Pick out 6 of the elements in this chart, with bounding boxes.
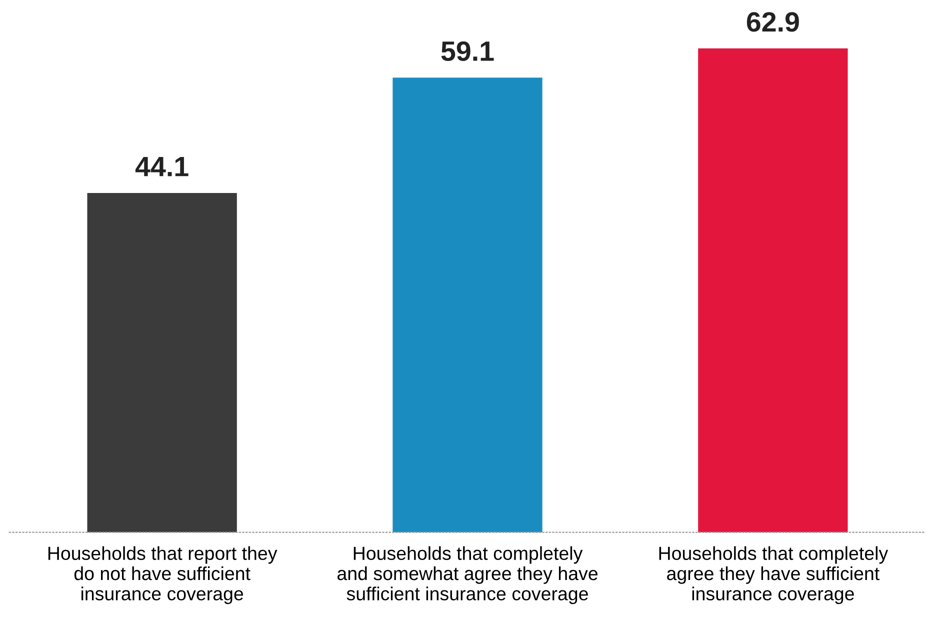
- x-tick-label: Households that completely and somewhat agree they have sufficient insurance coverage: [337, 546, 598, 604]
- x-tick-label: Households that completely agree they have sufficient insurance coverage: [659, 546, 888, 604]
- data-label: 44.1: [135, 157, 188, 176]
- x-tick-label: Households that report they do not have sufficient insurance coverage: [48, 546, 278, 604]
- data-label: 62.9: [746, 12, 799, 32]
- data-label: 59.1: [441, 41, 494, 62]
